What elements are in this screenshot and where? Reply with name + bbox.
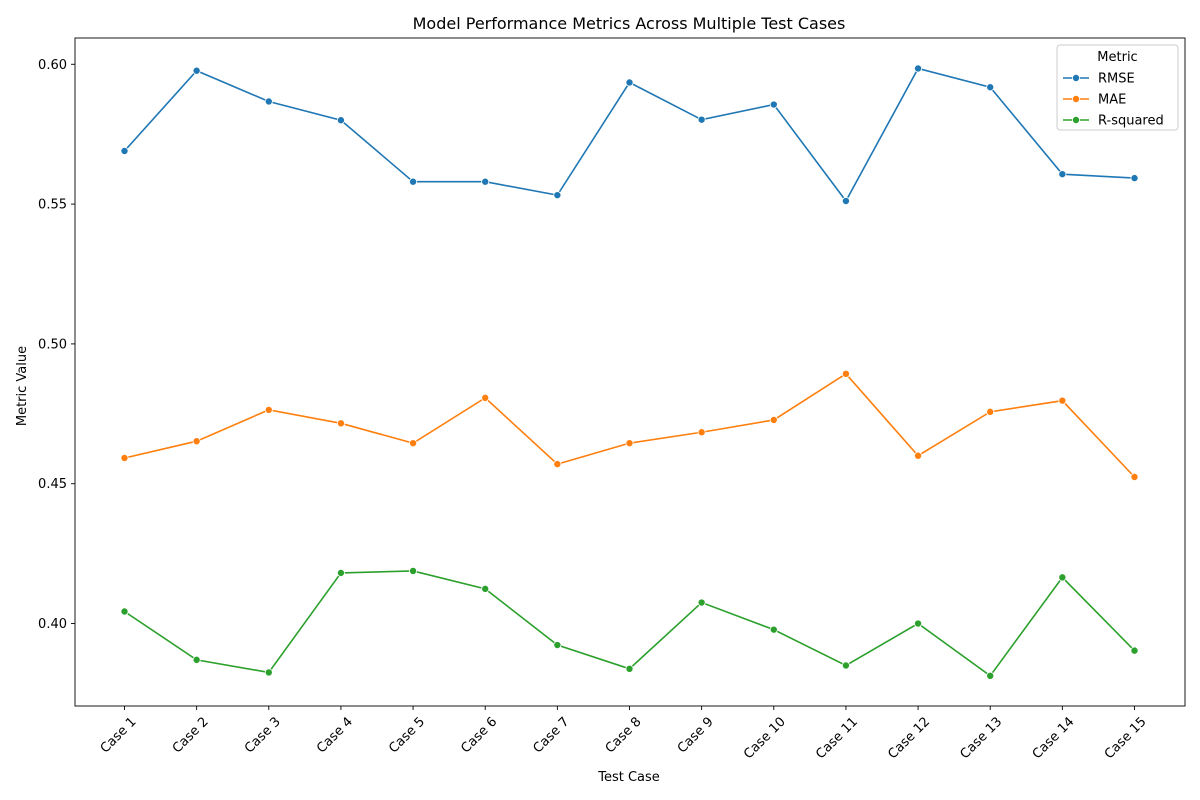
- data-point: [120, 453, 129, 462]
- legend-swatch-marker: [1072, 74, 1081, 83]
- x-tick-label: Case 12: [885, 714, 933, 762]
- x-tick-label: Case 1: [98, 714, 140, 756]
- data-point: [120, 607, 129, 616]
- x-tick-label: Case 13: [958, 714, 1006, 762]
- legend-title: Metric: [1097, 50, 1137, 65]
- data-point: [986, 671, 995, 680]
- data-point: [264, 405, 273, 414]
- data-point: [192, 437, 201, 446]
- series-mae: [120, 369, 1139, 481]
- x-tick-label: Case 4: [314, 714, 356, 756]
- plot-frame: [74, 37, 1186, 707]
- data-point: [769, 625, 778, 634]
- data-point: [553, 460, 562, 469]
- y-tick-label: 0.40: [38, 617, 67, 632]
- data-point: [625, 439, 634, 448]
- data-point: [625, 664, 634, 673]
- data-point: [1058, 573, 1067, 582]
- data-point: [409, 177, 418, 186]
- data-point: [914, 64, 923, 73]
- data-point: [120, 146, 129, 155]
- data-point: [914, 619, 923, 628]
- data-point: [697, 115, 706, 124]
- data-point: [1130, 646, 1139, 655]
- series-line: [124, 372, 1136, 478]
- legend-item: R-squared: [1063, 114, 1164, 129]
- y-tick-label: 0.55: [38, 198, 67, 213]
- legend-item: RMSE: [1063, 72, 1135, 87]
- data-point: [841, 197, 850, 206]
- data-point: [192, 655, 201, 664]
- x-tick-label: Case 14: [1030, 714, 1078, 762]
- y-tick-label: 0.45: [38, 477, 67, 492]
- legend-swatch-marker: [1072, 95, 1081, 104]
- data-point: [409, 566, 418, 575]
- data-point: [409, 439, 418, 448]
- x-axis-label: Test Case: [597, 770, 660, 785]
- data-point: [336, 419, 345, 428]
- data-point: [336, 116, 345, 125]
- series-rmse: [120, 64, 1139, 206]
- chart-title: Model Performance Metrics Across Multipl…: [413, 14, 846, 33]
- legend-label: MAE: [1098, 93, 1126, 108]
- series-line: [123, 67, 1135, 203]
- data-point: [625, 78, 634, 87]
- data-point: [697, 598, 706, 607]
- data-point: [1058, 170, 1067, 179]
- y-tick-label: 0.50: [38, 337, 67, 352]
- data-point: [192, 66, 201, 75]
- data-point: [769, 100, 778, 109]
- data-point: [264, 668, 273, 677]
- legend-swatch-marker: [1072, 116, 1081, 125]
- legend-box: [1056, 44, 1179, 131]
- x-tick-label: Case 8: [603, 714, 645, 756]
- x-tick-label: Case 3: [242, 714, 284, 756]
- data-point: [986, 83, 995, 92]
- series-line: [124, 570, 1136, 677]
- data-point: [553, 191, 562, 200]
- data-point: [769, 415, 778, 424]
- x-tick-label: Case 9: [675, 714, 717, 756]
- data-point: [841, 661, 850, 670]
- x-tick-label: Case 15: [1102, 714, 1150, 762]
- y-axis-label: Metric Value: [15, 346, 30, 426]
- x-tick-label: Case 11: [813, 714, 861, 762]
- data-point: [1058, 396, 1067, 405]
- legend: Metric RMSE MAE R-squared: [1056, 44, 1179, 131]
- legend-label: RMSE: [1098, 72, 1135, 87]
- x-tick-label: Case 10: [741, 714, 789, 762]
- series-r-squared: [120, 566, 1139, 680]
- legend-item: MAE: [1063, 93, 1126, 108]
- data-point: [986, 407, 995, 416]
- data-point: [1130, 472, 1139, 481]
- x-tick-label: Case 5: [386, 714, 428, 756]
- data-point: [264, 97, 273, 106]
- data-point: [697, 428, 706, 437]
- data-point: [481, 393, 490, 402]
- data-point: [914, 451, 923, 460]
- data-point: [481, 584, 490, 593]
- x-tick-label: Case 2: [170, 714, 212, 756]
- legend-label: R-squared: [1098, 114, 1164, 129]
- data-point: [336, 568, 345, 577]
- data-point: [553, 641, 562, 650]
- data-point: [1130, 174, 1139, 183]
- data-point: [481, 177, 490, 186]
- data-point: [841, 369, 850, 378]
- x-tick-label: Case 7: [531, 714, 573, 756]
- x-tick-label: Case 6: [458, 714, 500, 756]
- y-tick-label: 0.60: [38, 58, 67, 73]
